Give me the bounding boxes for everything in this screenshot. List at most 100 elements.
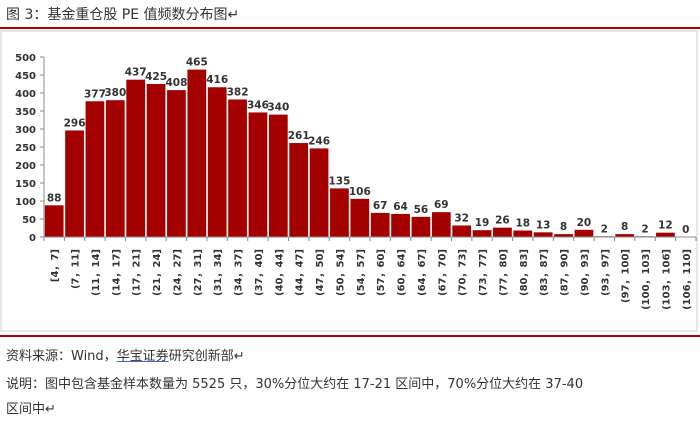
bottom-rule — [0, 335, 700, 337]
data-label-11: 340 — [267, 102, 289, 114]
bar-25 — [554, 234, 573, 237]
note-line-2: 区间中↵ — [6, 402, 56, 417]
source-prefix: 资料来源：Wind， — [6, 349, 117, 364]
bars — [44, 69, 675, 238]
note-text: 说明：图中包含基金样本数量为 5525 只，30%分位大约在 17-21 区间中… — [6, 372, 696, 422]
data-label-24: 13 — [536, 219, 551, 231]
x-tick-label-20: (70，73] — [458, 249, 469, 296]
x-tick-label-10: (37，40] — [254, 249, 265, 296]
y-tick-label: 200 — [15, 161, 36, 172]
x-tick-label-12: (44，47] — [295, 249, 306, 296]
data-label-4: 437 — [125, 67, 147, 79]
data-label-16: 67 — [373, 200, 388, 212]
y-tick-label: 500 — [15, 53, 36, 64]
source-link[interactable]: 华宝证券 — [116, 349, 169, 364]
data-label-26: 20 — [577, 217, 592, 229]
x-axis: [4，7] (7，11] (11，14] (14，17] (17，21] (21，24] (… — [43, 236, 697, 310]
x-tick-label-26: (90，93] — [580, 249, 591, 296]
data-label-27: 2 — [601, 223, 608, 235]
bar-20 — [452, 225, 472, 237]
data-label-23: 18 — [516, 218, 531, 230]
x-tick-label-9: (34，37] — [234, 249, 245, 296]
x-tick-label-14: (50，54] — [335, 249, 346, 296]
x-tick-label-11: (40，44] — [274, 249, 285, 296]
x-tick-label-22: (77，80] — [498, 249, 509, 296]
x-tick-label-28: (97，100] — [621, 249, 632, 303]
x-tick-label-13: (47，50] — [315, 249, 326, 296]
bar-15 — [350, 198, 370, 237]
bar-26 — [574, 229, 594, 237]
data-label-13: 246 — [308, 135, 330, 147]
bar-17 — [391, 213, 410, 237]
x-tick-label-15: (54，57] — [356, 249, 367, 296]
bar-23 — [513, 230, 533, 237]
y-tick-label: 350 — [15, 107, 36, 118]
data-label-9: 382 — [227, 86, 249, 98]
bar-7 — [187, 69, 207, 237]
data-label-2: 377 — [84, 88, 106, 100]
x-tick-label-6: (24，27] — [172, 249, 183, 296]
data-label-18: 56 — [414, 204, 429, 216]
x-tick-label-29: (100，103] — [641, 249, 652, 310]
x-tick-label-31: (106，110] — [682, 249, 693, 310]
chart-frame — [0, 30, 698, 332]
x-tick-label-21: (73，77] — [478, 249, 489, 296]
data-label-22: 26 — [495, 215, 510, 227]
data-label-15: 106 — [349, 186, 371, 198]
bar-14 — [330, 188, 349, 237]
x-tick-label-19: (67，70] — [437, 249, 448, 296]
data-label-30: 12 — [658, 220, 673, 232]
data-label-8: 416 — [206, 74, 228, 86]
note-line-1: 说明：图中包含基金样本数量为 5525 只，30%分位大约在 17-21 区间中… — [6, 377, 584, 392]
bar-28 — [615, 234, 635, 237]
data-labels: 8829637738043742540846541638234634026124… — [47, 57, 690, 236]
x-tick-label-1: (7，11] — [71, 249, 82, 289]
y-tick-label: 300 — [15, 125, 36, 136]
figure-title: 图 3：基金重仓股 PE 值频数分布图↵ — [6, 7, 240, 23]
data-label-12: 261 — [288, 130, 310, 142]
x-tick-label-8: (31，34] — [213, 249, 224, 296]
source-suffix: 研究创新部↵ — [168, 349, 245, 364]
data-label-19: 69 — [434, 199, 449, 211]
y-tick-label: 250 — [15, 143, 36, 154]
x-tick-label-27: (93，97] — [600, 249, 611, 296]
bar-1 — [65, 130, 84, 237]
bar-16 — [370, 212, 390, 237]
bar-12 — [289, 143, 309, 237]
x-tick-label-7: (27，31] — [193, 249, 204, 296]
bar-6 — [167, 90, 186, 237]
x-tick-label-4: (17，21] — [132, 249, 143, 296]
source-line: 资料来源：Wind，华宝证券研究创新部↵ — [6, 345, 245, 364]
bar-8 — [207, 87, 227, 237]
y-tick-label: 50 — [22, 215, 36, 226]
data-label-17: 64 — [393, 201, 408, 213]
data-label-21: 19 — [475, 217, 490, 229]
y-axis: 0 50 100 150 200 250 300 350 400 450 500 — [15, 53, 45, 244]
data-label-25: 8 — [560, 221, 567, 233]
data-label-31: 0 — [682, 224, 689, 236]
x-tick-label-24: (83，87] — [539, 249, 550, 296]
data-label-3: 380 — [104, 87, 126, 99]
bar-18 — [411, 216, 431, 237]
data-label-10: 346 — [247, 99, 269, 111]
bar-9 — [228, 99, 247, 237]
bar-21 — [472, 230, 492, 237]
y-tick-label: 450 — [15, 71, 36, 82]
data-label-28: 8 — [621, 221, 628, 233]
y-tick-label: 0 — [29, 233, 36, 244]
bar-30 — [656, 232, 675, 237]
x-tick-label-0: [4，7] — [50, 249, 61, 282]
bar-0 — [44, 205, 64, 237]
data-label-7: 465 — [186, 57, 208, 69]
bar-10 — [248, 112, 268, 237]
x-tick-label-18: (64，67] — [417, 249, 428, 296]
x-tick-label-17: (60，64] — [397, 249, 408, 296]
top-rule — [0, 27, 700, 29]
data-label-1: 296 — [64, 117, 86, 129]
data-label-20: 32 — [454, 212, 469, 224]
data-label-14: 135 — [328, 175, 350, 187]
bar-13 — [309, 148, 329, 237]
x-tick-label-3: (14，17] — [111, 249, 122, 296]
bar-19 — [431, 212, 451, 237]
